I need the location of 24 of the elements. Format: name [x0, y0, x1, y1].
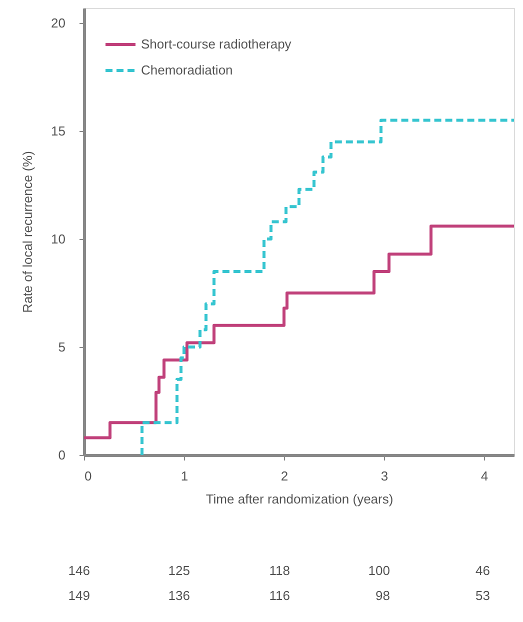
text: 46	[476, 563, 490, 578]
x-tick-label: 3	[380, 468, 388, 484]
y-axis-title: Rate of local recurrence (%)	[20, 151, 36, 313]
legend-label: Short-course radiotherapy	[141, 36, 292, 52]
x-axis-title: Time after randomization (years)	[206, 492, 394, 506]
text: 100	[368, 563, 390, 578]
y-tick-label: 15	[51, 124, 66, 139]
text: 118	[269, 563, 290, 578]
x-tick-label: 4	[480, 468, 488, 484]
x-tick-label: 2	[280, 468, 288, 484]
text: 125	[168, 563, 190, 578]
y-tick-label: 10	[51, 232, 66, 247]
x-tick-label: 1	[180, 468, 188, 484]
y-tick-label: 20	[51, 16, 66, 31]
text: 53	[476, 588, 490, 603]
y-tick-label: 0	[58, 448, 66, 462]
legend-label: Chemoradiation	[141, 62, 233, 78]
x-tick-label: 0	[84, 468, 92, 484]
text: 146	[68, 563, 90, 578]
text: 149	[68, 588, 90, 603]
y-tick-label: 5	[58, 340, 66, 355]
text: 98	[376, 588, 390, 603]
text: 116	[269, 588, 290, 603]
text: 136	[168, 588, 190, 603]
